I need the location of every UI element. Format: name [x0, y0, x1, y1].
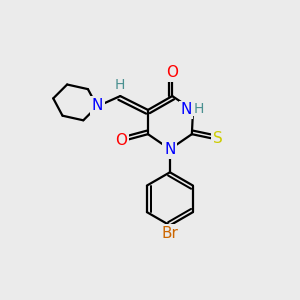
Text: S: S [213, 131, 223, 146]
Text: O: O [166, 65, 178, 80]
Text: H: H [194, 102, 204, 116]
Text: N: N [181, 102, 192, 117]
Text: O: O [116, 133, 128, 148]
Text: N: N [92, 98, 103, 113]
Text: N: N [164, 142, 176, 157]
Text: Br: Br [161, 226, 178, 241]
Text: H: H [115, 78, 125, 92]
